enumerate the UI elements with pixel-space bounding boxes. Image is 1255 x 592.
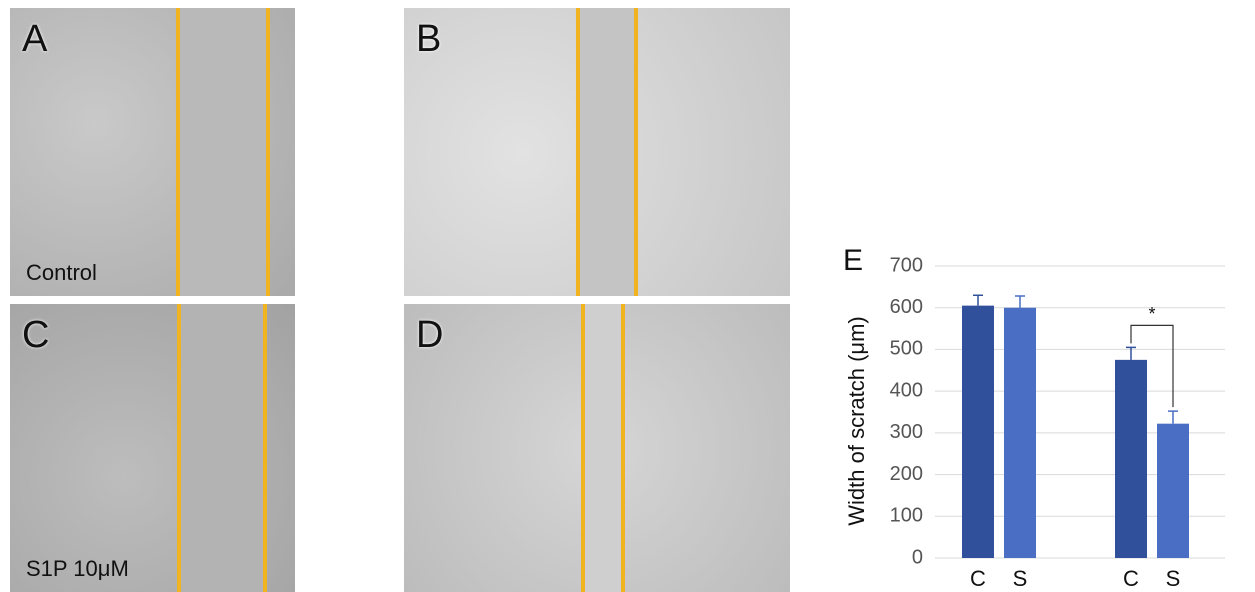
figure: A Control B C S1P 10μM D E Width of scra… <box>0 0 1255 592</box>
x-tick-label: C <box>1123 566 1139 591</box>
y-tick-label: 700 <box>890 254 923 276</box>
y-tick-label: 500 <box>890 338 923 360</box>
error-bar <box>1168 411 1178 424</box>
bar <box>962 306 994 558</box>
bar <box>1157 424 1189 558</box>
y-tick-label: 0 <box>912 546 923 568</box>
y-tick-label: 600 <box>890 296 923 318</box>
panel-label: E <box>843 244 863 277</box>
significance-label: * <box>1148 304 1155 324</box>
y-tick-label: 200 <box>890 463 923 485</box>
error-bar <box>1015 296 1025 308</box>
bar <box>1004 308 1036 558</box>
y-tick-label: 400 <box>890 379 923 401</box>
x-tick-label: S <box>1166 566 1181 591</box>
y-tick-label: 300 <box>890 421 923 443</box>
bar <box>1115 360 1147 558</box>
x-tick-label: S <box>1013 566 1028 591</box>
y-axis-title: Width of scratch (μm) <box>844 316 869 525</box>
chart: E Width of scratch (μm) 0 100 200 300 400 500… <box>0 0 1255 592</box>
x-tick-label: C <box>970 566 986 591</box>
error-bar <box>973 295 983 305</box>
y-tick-label: 100 <box>890 505 923 527</box>
